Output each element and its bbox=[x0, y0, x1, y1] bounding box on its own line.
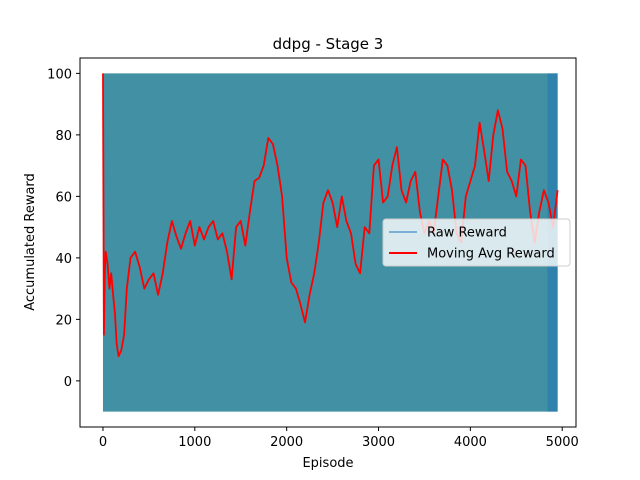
legend-box bbox=[382, 218, 571, 267]
legend: Raw Reward Moving Avg Reward bbox=[382, 218, 571, 267]
x-tick-label: 3000 bbox=[362, 435, 395, 450]
x-tick-label: 4000 bbox=[454, 435, 487, 450]
y-tick-label: 20 bbox=[55, 313, 72, 328]
y-tick-label: 80 bbox=[55, 129, 72, 144]
plot-frame bbox=[79, 57, 577, 428]
y-tick-label: 0 bbox=[64, 375, 72, 390]
y-tick-label: 100 bbox=[47, 67, 72, 82]
chart-title: ddpg - Stage 3 bbox=[273, 35, 384, 53]
legend-entry: Moving Avg Reward bbox=[427, 247, 555, 262]
x-axis-label: Episode bbox=[302, 456, 353, 471]
legend-entry: Raw Reward bbox=[427, 226, 507, 241]
x-tick-label: 2000 bbox=[270, 435, 303, 450]
y-tick-label: 40 bbox=[55, 252, 72, 267]
y-axis-label: Accumulated Reward bbox=[23, 173, 38, 311]
moving-avg-line bbox=[102, 73, 559, 358]
x-tick-label: 1000 bbox=[178, 435, 211, 450]
x-tick-label: 5000 bbox=[546, 435, 579, 450]
x-tick-label: 0 bbox=[99, 435, 107, 450]
y-tick-label: 60 bbox=[55, 190, 72, 205]
